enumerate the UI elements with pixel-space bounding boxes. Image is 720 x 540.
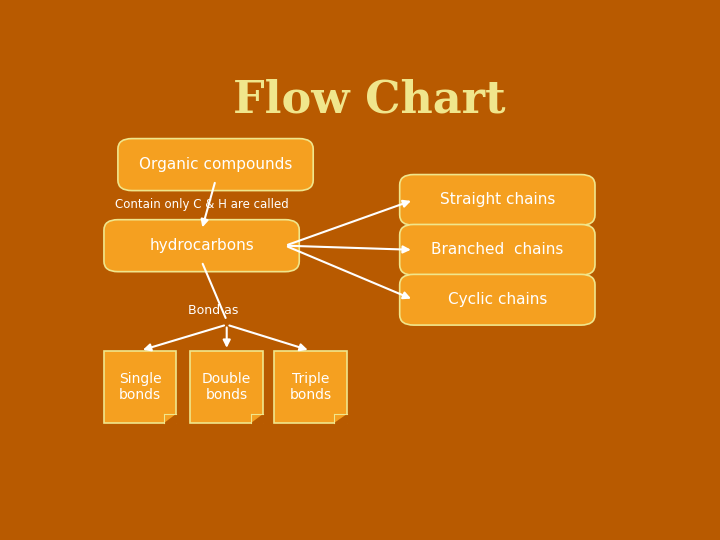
FancyBboxPatch shape xyxy=(104,220,300,272)
FancyBboxPatch shape xyxy=(190,350,263,423)
FancyBboxPatch shape xyxy=(274,350,347,423)
Text: Straight chains: Straight chains xyxy=(440,192,555,207)
Text: hydrocarbons: hydrocarbons xyxy=(149,238,254,253)
FancyBboxPatch shape xyxy=(400,174,595,225)
FancyBboxPatch shape xyxy=(400,225,595,275)
FancyBboxPatch shape xyxy=(118,139,313,191)
Text: Cyclic chains: Cyclic chains xyxy=(448,292,547,307)
Text: Contain only C & H are called: Contain only C & H are called xyxy=(115,198,289,211)
Polygon shape xyxy=(251,414,263,423)
Text: Double
bonds: Double bonds xyxy=(202,372,251,402)
Polygon shape xyxy=(334,414,347,423)
FancyBboxPatch shape xyxy=(400,274,595,325)
Text: Bond as: Bond as xyxy=(188,303,238,316)
Text: Organic compounds: Organic compounds xyxy=(139,157,292,172)
Text: Single
bonds: Single bonds xyxy=(119,372,161,402)
Polygon shape xyxy=(164,414,176,423)
FancyBboxPatch shape xyxy=(104,350,176,423)
Text: Triple
bonds: Triple bonds xyxy=(289,372,331,402)
Text: Flow Chart: Flow Chart xyxy=(233,79,505,122)
Text: Branched  chains: Branched chains xyxy=(431,242,564,258)
